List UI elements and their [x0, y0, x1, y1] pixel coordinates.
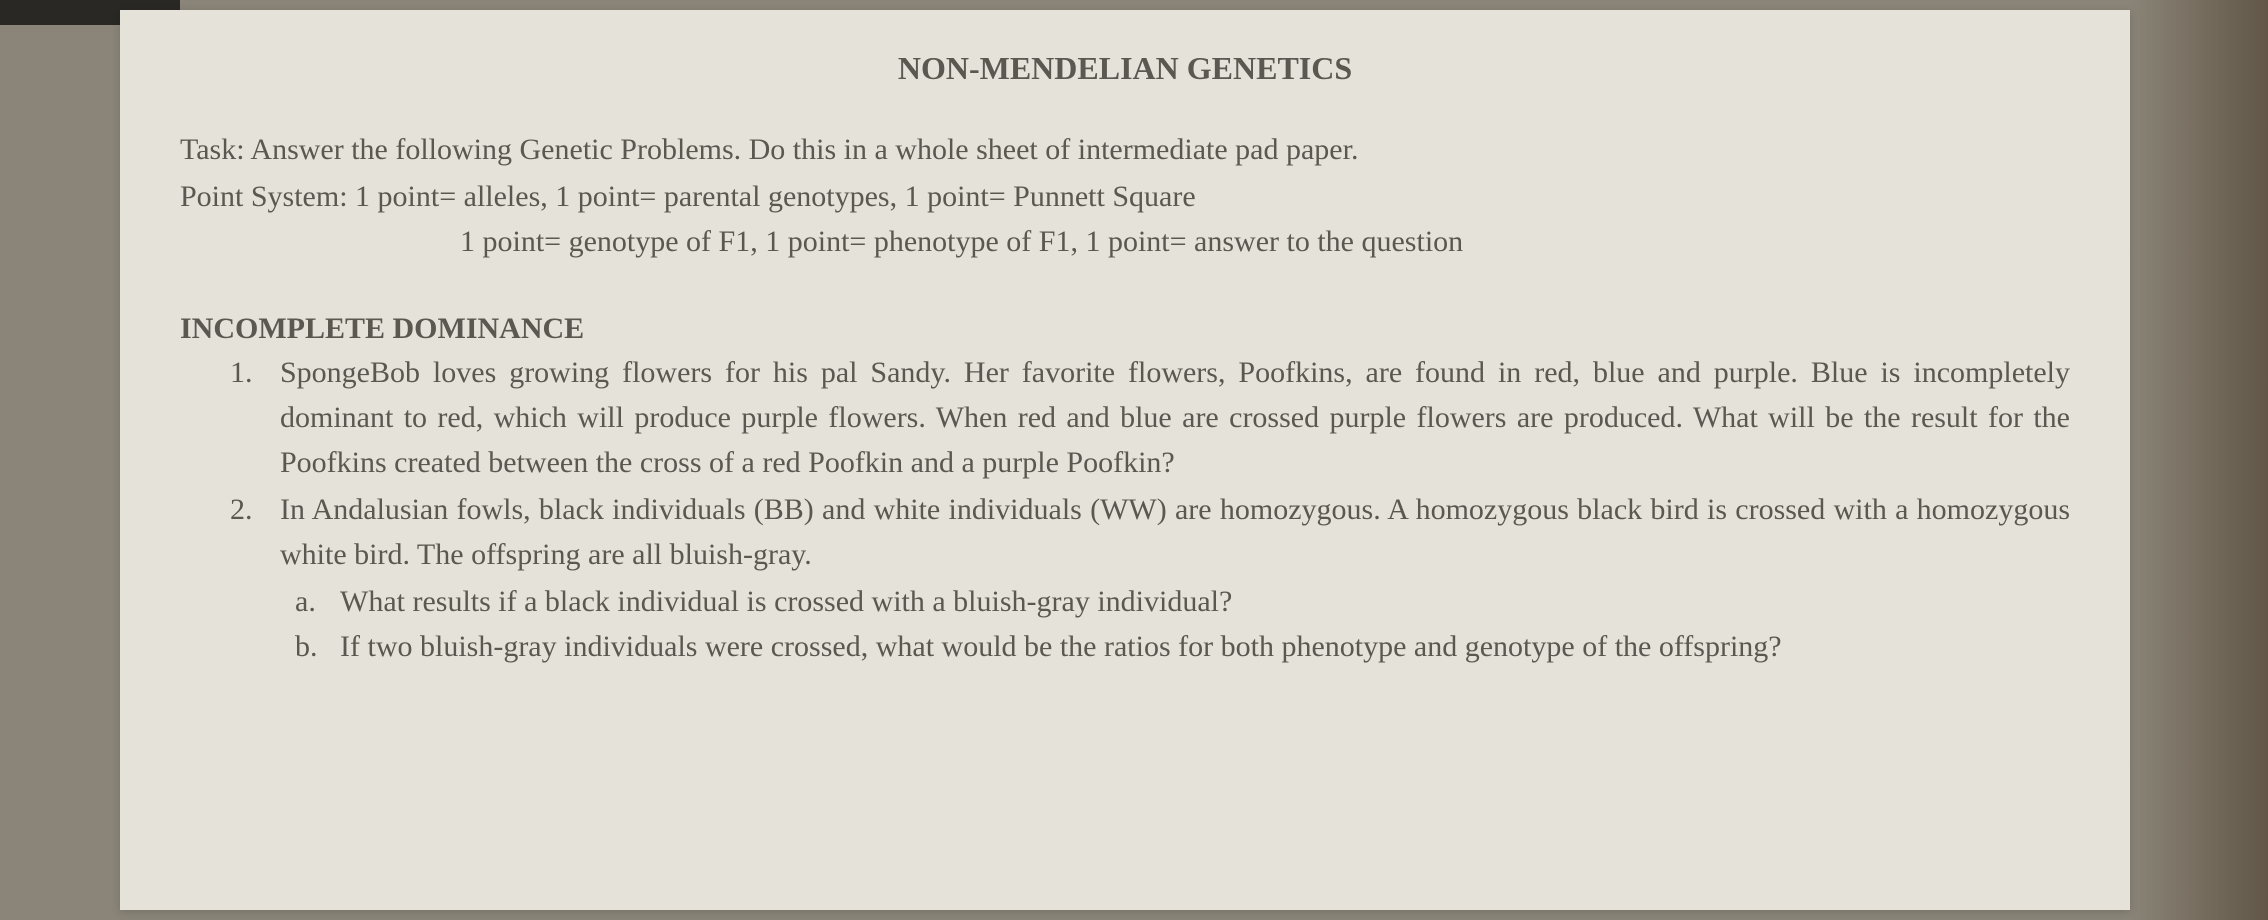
task-instruction: Task: Answer the following Genetic Probl…: [180, 127, 2070, 172]
question-1-text: SpongeBob loves growing flowers for his …: [280, 356, 2070, 479]
question-2: 2. In Andalusian fowls, black individual…: [280, 487, 2070, 669]
point-system-line-1: Point System: 1 point= alleles, 1 point=…: [180, 174, 2070, 219]
right-edge-shadow: [2128, 0, 2268, 920]
question-2-sublist: a. What results if a black individual is…: [280, 579, 2070, 669]
question-2-text: In Andalusian fowls, black individuals (…: [280, 493, 2070, 571]
question-2a-text: What results if a black individual is cr…: [340, 585, 1232, 618]
worksheet-paper: NON-MENDELIAN GENETICS Task: Answer the …: [120, 10, 2130, 910]
question-2b-text: If two bluish-gray individuals were cros…: [340, 630, 1782, 663]
document-title: NON-MENDELIAN GENETICS: [180, 50, 2070, 87]
question-list: 1. SpongeBob loves growing flowers for h…: [180, 350, 2070, 669]
question-2a: a. What results if a black individual is…: [340, 579, 2070, 624]
question-2a-letter: a.: [295, 579, 316, 624]
point-system-line-2: 1 point= genotype of F1, 1 point= phenot…: [180, 219, 2070, 264]
question-1: 1. SpongeBob loves growing flowers for h…: [280, 350, 2070, 485]
question-2-number: 2.: [230, 487, 253, 532]
question-1-number: 1.: [230, 350, 253, 395]
question-2b: b. If two bluish-gray individuals were c…: [340, 624, 2070, 669]
section-heading: INCOMPLETE DOMINANCE: [180, 312, 2070, 346]
question-2b-letter: b.: [295, 624, 318, 669]
